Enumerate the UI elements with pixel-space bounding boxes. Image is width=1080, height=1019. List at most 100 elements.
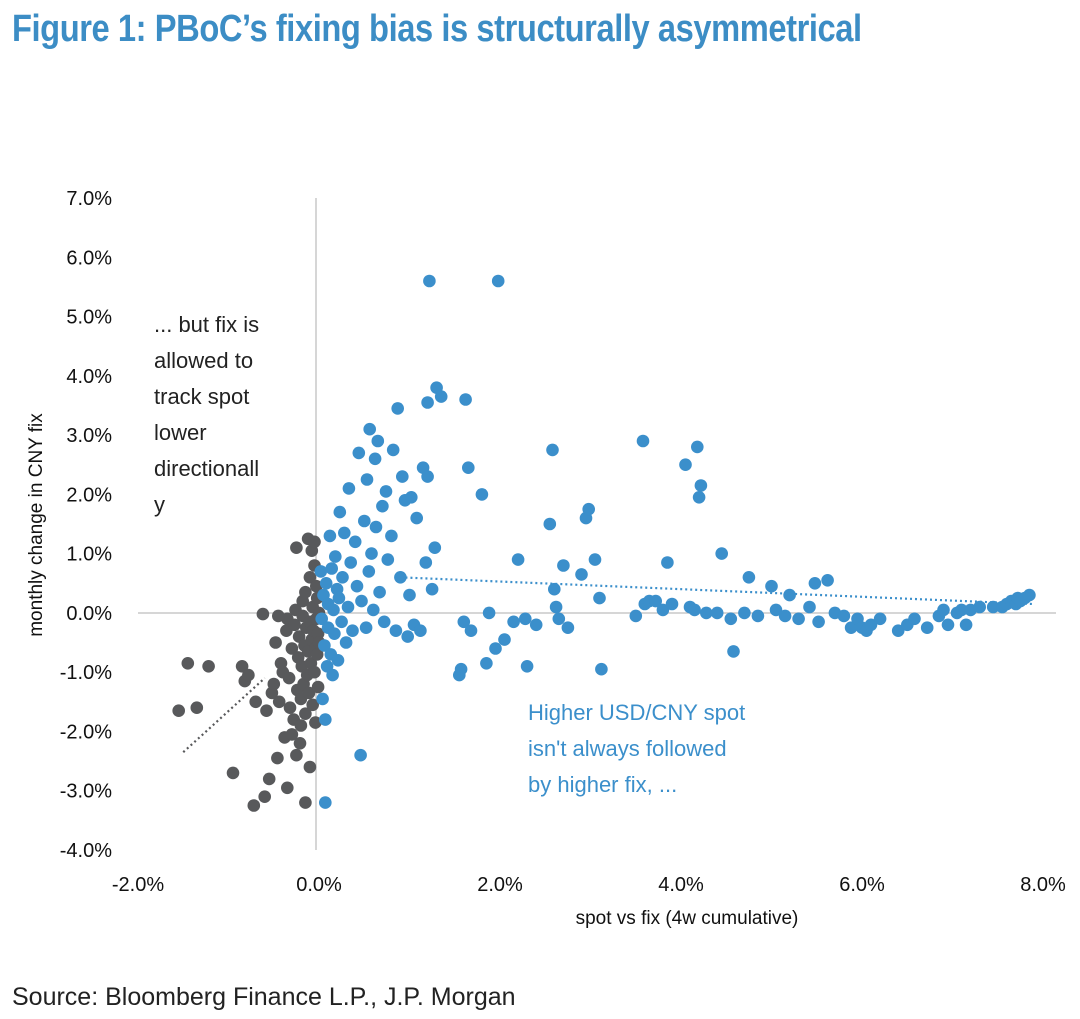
data-point-positive [363, 422, 377, 436]
trendlines [182, 576, 1034, 754]
data-point-positive [336, 571, 349, 584]
data-point-negative [310, 648, 324, 661]
data-point-negative [267, 677, 281, 691]
data-point-positive [315, 612, 329, 626]
data-point-negative [262, 772, 276, 786]
data-point-positive [837, 609, 851, 623]
data-point-positive [656, 603, 670, 617]
data-point-positive [710, 606, 724, 620]
data-point-positive [475, 488, 489, 501]
annotation-left-line: directionall [154, 456, 259, 481]
data-point-positive [346, 624, 359, 637]
y-tick-label: 5.0% [66, 307, 112, 329]
data-point-positive [318, 639, 331, 652]
y-tick-label: 6.0% [66, 247, 112, 269]
data-point-positive [421, 470, 434, 483]
data-point-positive [339, 636, 353, 649]
y-tick-labels: -4.0% -3.0% -2.0% -1.0% 0.0% 1.0% 2.0% 3.0% 4.0%… [60, 188, 112, 862]
data-point-positive [482, 606, 496, 620]
annotation-left-line: ... but fix is [154, 312, 259, 337]
data-point-positive [986, 600, 1000, 614]
data-point-positive [808, 577, 822, 590]
data-point-negative [290, 748, 303, 762]
data-point-positive [937, 603, 950, 617]
data-point-positive [491, 274, 505, 288]
data-point-positive [821, 574, 834, 587]
data-point-positive [715, 547, 728, 560]
data-point-negative [285, 642, 299, 655]
data-point-negative [190, 701, 204, 714]
data-point-positive [694, 479, 708, 492]
data-points [172, 274, 1036, 812]
data-point-positive [369, 520, 383, 534]
data-point-negative [303, 571, 317, 584]
data-point-positive [331, 654, 345, 667]
data-point-positive [325, 562, 339, 575]
data-point-negative [242, 668, 255, 682]
data-point-positive [1023, 588, 1036, 602]
data-point-positive [462, 461, 475, 475]
data-point-positive [381, 553, 395, 566]
data-point-negative [272, 609, 285, 623]
x-tick-label: 0.0% [296, 874, 342, 896]
y-tick-label: -1.0% [60, 662, 112, 684]
data-point-positive [679, 458, 692, 472]
data-point-negative [283, 701, 297, 714]
data-point-positive [376, 499, 389, 513]
y-tick-label: 4.0% [66, 366, 112, 388]
data-point-negative [285, 728, 299, 741]
data-point-positive [319, 577, 333, 590]
data-point-positive [434, 390, 448, 403]
data-point-negative [269, 636, 282, 649]
data-point-positive [765, 579, 778, 593]
data-point-negative [299, 585, 312, 599]
x-tick-label: 4.0% [658, 874, 704, 896]
annotation-right: Higher USD/CNY spot isn't always followed… [528, 700, 745, 797]
data-point-positive [365, 547, 378, 560]
y-tick-label: -3.0% [60, 781, 112, 803]
data-point-negative [272, 695, 286, 709]
data-point-positive [891, 624, 905, 637]
data-point-negative [309, 716, 322, 729]
data-point-positive [548, 582, 561, 596]
data-point-positive [359, 621, 373, 634]
figure-title: Figure 1: PBoC’s fixing bias is structur… [12, 8, 862, 50]
data-point-positive [389, 624, 403, 637]
annotation-left: ... but fix is allowed to track spot lower d… [154, 312, 259, 517]
data-point-negative [247, 799, 261, 812]
data-point-positive [973, 600, 986, 614]
data-point-negative [271, 751, 284, 765]
annotation-right-line: by higher fix, ... [528, 772, 677, 797]
data-point-positive [582, 502, 595, 516]
data-point-positive [908, 612, 921, 626]
data-point-positive [920, 621, 934, 634]
data-point-positive [742, 571, 756, 584]
data-point-positive [367, 603, 380, 617]
data-point-negative [258, 790, 272, 803]
y-tick-label: 2.0% [66, 484, 112, 506]
data-point-positive [844, 621, 858, 634]
y-tick-label: 0.0% [66, 603, 112, 625]
data-point-negative [294, 719, 308, 732]
data-point-positive [338, 526, 351, 540]
x-tick-label: 2.0% [477, 874, 523, 896]
data-point-positive [459, 393, 472, 406]
data-point-positive [350, 579, 364, 593]
data-point-positive [507, 615, 520, 629]
data-point-positive [812, 615, 825, 629]
data-point-negative [260, 704, 273, 717]
data-point-negative [290, 541, 303, 554]
data-point-positive [391, 402, 405, 415]
data-point-positive [327, 603, 340, 617]
data-point-negative [256, 607, 270, 621]
data-point-positive [457, 615, 471, 629]
data-point-positive [588, 553, 602, 566]
data-point-positive [379, 485, 393, 498]
data-point-positive [414, 624, 427, 637]
data-point-negative [299, 707, 312, 720]
data-point-negative [311, 680, 325, 694]
data-point-positive [454, 662, 468, 676]
data-point-positive [332, 591, 346, 605]
data-point-positive [688, 603, 701, 617]
data-point-positive [783, 588, 796, 602]
